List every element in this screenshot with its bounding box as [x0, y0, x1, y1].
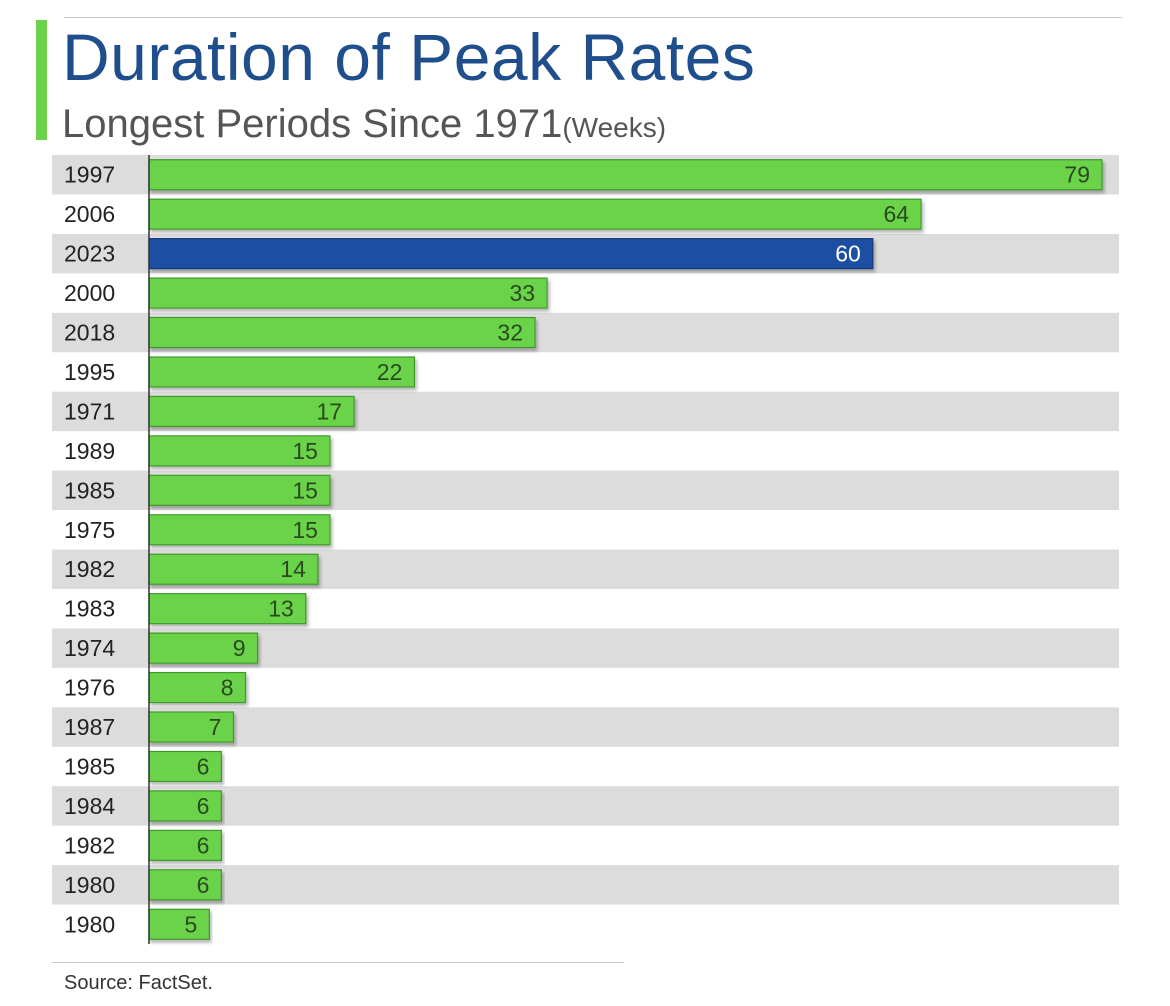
bar-1976 [148, 671, 247, 704]
category-label: 1985 [64, 753, 115, 779]
data-label: 6 [197, 793, 210, 819]
category-label: 1987 [64, 714, 115, 740]
data-label: 5 [185, 911, 198, 937]
category-label: 1983 [64, 596, 115, 622]
bar-1989 [148, 435, 331, 467]
bar-1982 [148, 829, 222, 861]
category-label: 1971 [64, 398, 115, 424]
category-label: 1985 [64, 477, 115, 503]
subtitle-text: Longest Periods Since 1971 [62, 102, 563, 146]
data-label: 64 [883, 201, 909, 227]
chart-subtitle: Longest Periods Since 1971(Weeks) [62, 104, 666, 144]
data-label: 79 [1064, 162, 1090, 188]
category-label: 2018 [64, 320, 115, 346]
data-label: 14 [280, 556, 306, 582]
data-label: 15 [292, 517, 318, 543]
data-label: 15 [292, 477, 318, 503]
bar-1983 [148, 593, 307, 625]
category-label: 1989 [64, 438, 115, 464]
bar-1980 [148, 869, 222, 901]
bar-1995 [148, 356, 415, 388]
data-label: 6 [197, 872, 210, 898]
row-stripe [52, 786, 1119, 826]
data-label: 60 [835, 241, 861, 267]
category-label: 2023 [64, 241, 115, 267]
top-rule [64, 17, 1122, 18]
data-label: 13 [268, 596, 294, 622]
data-label: 17 [316, 398, 342, 424]
category-label: 1980 [64, 911, 115, 937]
source-note: Source: FactSet. [64, 972, 213, 994]
data-label: 6 [197, 832, 210, 858]
bar-1971 [148, 395, 355, 428]
chart-title: Duration of Peak Rates [62, 20, 756, 94]
category-label: 1976 [64, 675, 115, 701]
footer-rule [52, 962, 624, 963]
data-label: 9 [233, 635, 246, 661]
category-label: 1982 [64, 832, 115, 858]
bar-2018 [148, 316, 536, 349]
data-label: 8 [221, 675, 234, 701]
bar-2000 [148, 277, 548, 309]
data-label: 7 [209, 714, 222, 740]
category-label: 1975 [64, 517, 115, 543]
bar-1985 [148, 474, 331, 506]
category-label: 1982 [64, 556, 115, 582]
category-label: 2000 [64, 280, 115, 306]
category-label: 1997 [64, 162, 115, 188]
bar-2006 [148, 198, 922, 230]
row-stripe [52, 865, 1119, 905]
bar-2023 [148, 238, 874, 270]
data-label: 15 [292, 438, 318, 464]
data-label: 22 [377, 359, 403, 385]
category-label: 1995 [64, 359, 115, 385]
bar-1975 [148, 514, 331, 546]
category-label: 1974 [64, 635, 115, 661]
subtitle-unit: (Weeks) [562, 112, 667, 143]
accent-bar [36, 20, 47, 140]
data-label: 6 [197, 753, 210, 779]
bar-1997 [148, 159, 1103, 191]
category-label: 1980 [64, 872, 115, 898]
bar-1984 [148, 790, 222, 822]
bar-1987 [148, 711, 235, 743]
bar-1980 [148, 908, 210, 940]
category-label: 1984 [64, 793, 115, 819]
bar-1985 [148, 750, 222, 783]
data-label: 33 [509, 280, 535, 306]
data-label: 32 [497, 320, 523, 346]
category-label: 2006 [64, 201, 115, 227]
